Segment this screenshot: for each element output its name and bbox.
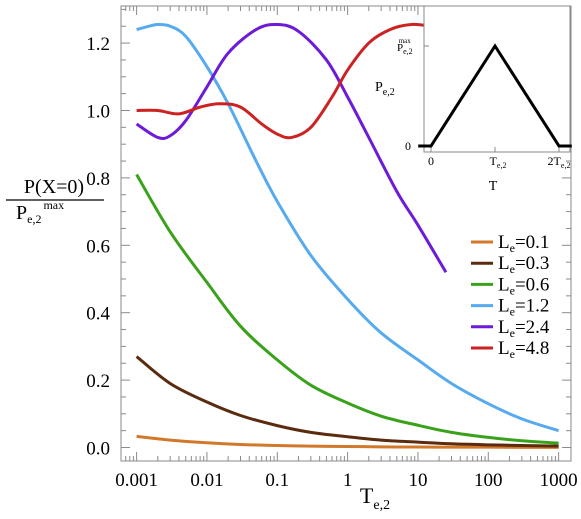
y-tick-label: 0.2	[86, 371, 110, 392]
inset-xtick-2te2: 2Te,2	[548, 154, 571, 170]
x-tick-label: 10	[408, 470, 427, 491]
inset-chart: Pe,2max Pe,2 0 0 Te,2 2Te,2 T	[375, 5, 572, 194]
main-series-lines	[135, 22, 560, 449]
inset-ytick-zero: 0	[405, 139, 411, 153]
x-tick-label: 0.01	[190, 470, 223, 491]
legend-label: Le=0.6	[498, 274, 549, 297]
y-tick-label: 0.4	[86, 304, 110, 325]
legend-label: Le=0.3	[498, 253, 549, 276]
main-tick-labels: 0.001 0.01 0.1 1 10 100 1000 0.0 0.2 0.4 0.6 0.8 1.0…	[86, 34, 577, 491]
inset-ylabel: Pe,2	[375, 80, 395, 98]
x-tick-label: 0.1	[265, 470, 289, 491]
x-tick-label: 0.001	[115, 470, 158, 491]
series-line-0-6	[135, 173, 559, 445]
legend-label: Le=0.1	[498, 232, 549, 255]
inset-xlabel: T	[489, 179, 498, 194]
series-line-2-4	[135, 22, 448, 274]
series-line-0-3	[135, 355, 559, 448]
x-tick-label: 1000	[540, 470, 578, 491]
y-axis-label: P(X=0) Pe,2max	[6, 176, 104, 226]
inset-ytick-max: Pe,2max	[397, 37, 413, 56]
legend-label: Le=4.8	[498, 338, 549, 361]
y-tick-label: 1.2	[86, 34, 110, 55]
series-line-0-1	[136, 434, 559, 449]
y-tick-label: 0.8	[86, 169, 110, 190]
y-tick-label: 0.6	[86, 236, 110, 257]
legend-label: Le=1.2	[498, 296, 549, 319]
y-axis-label-numerator: P(X=0)	[24, 176, 84, 198]
inset-xtick-zero: 0	[428, 154, 434, 168]
main-plot-frame	[120, 5, 572, 462]
x-axis-label: Te,2	[360, 483, 390, 513]
inset-xtick-te2: Te,2	[490, 154, 507, 170]
y-tick-label: 1.0	[86, 101, 110, 122]
x-tick-label: 100	[474, 470, 503, 491]
plot-area-frame	[120, 5, 572, 462]
y-axis-label-denominator: Pe,2max	[16, 198, 64, 226]
series-line-1-2	[136, 23, 560, 433]
legend-label: Le=2.4	[498, 317, 550, 340]
series-line-4-8	[136, 22, 447, 140]
x-tick-label: 1	[343, 470, 353, 491]
legend: Le=0.1Le=0.3Le=0.6Le=1.2Le=2.4Le=4.8	[471, 232, 550, 361]
inset-triangle-line	[418, 43, 572, 148]
y-tick-label: 0.0	[86, 439, 110, 460]
